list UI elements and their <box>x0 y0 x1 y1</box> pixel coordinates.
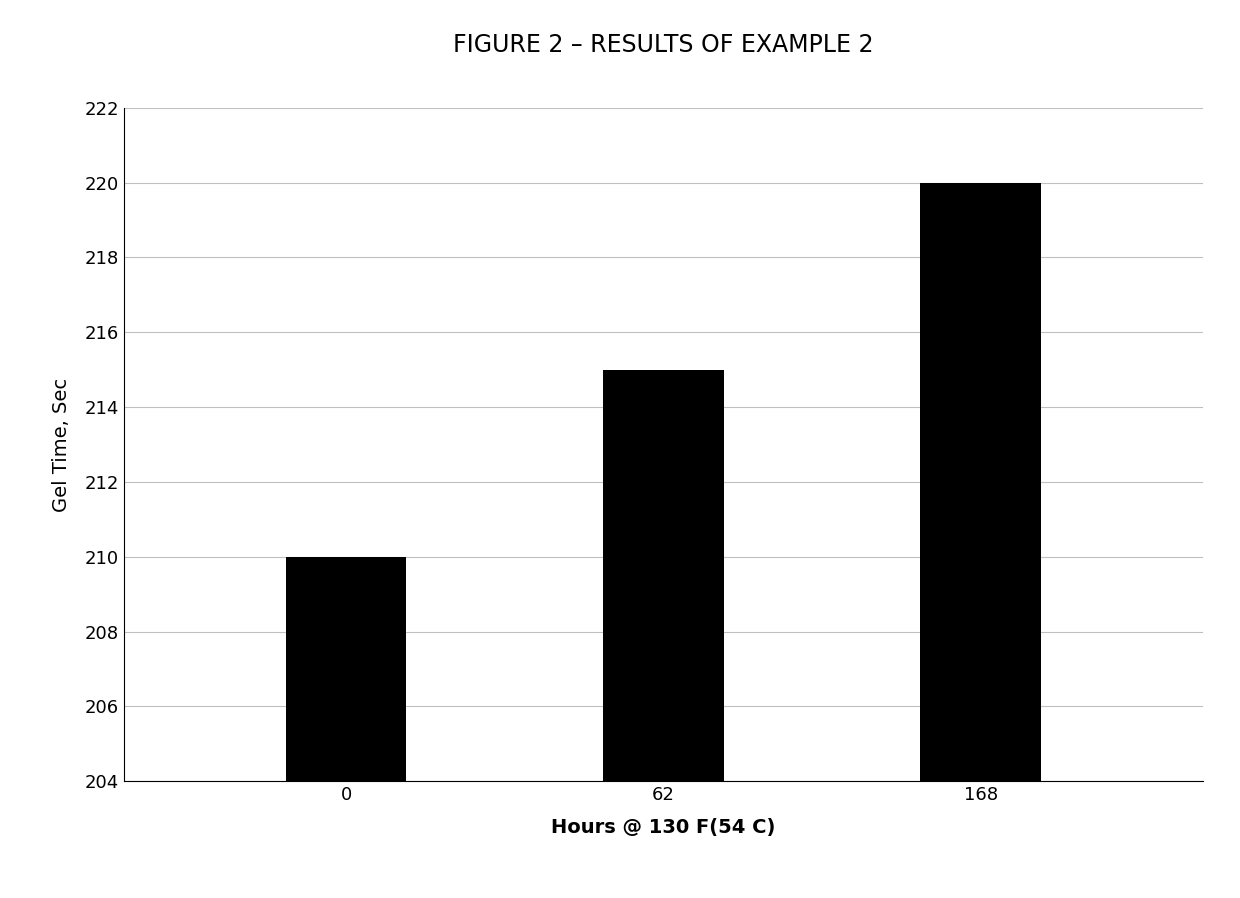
Bar <box>285 557 407 781</box>
Y-axis label: Gel Time, Sec: Gel Time, Sec <box>52 377 71 512</box>
Title: FIGURE 2 – RESULTS OF EXAMPLE 2: FIGURE 2 – RESULTS OF EXAMPLE 2 <box>453 33 874 57</box>
Bar <box>920 182 1040 781</box>
Bar <box>603 370 724 781</box>
X-axis label: Hours @ 130 F(54 C): Hours @ 130 F(54 C) <box>552 818 775 837</box>
